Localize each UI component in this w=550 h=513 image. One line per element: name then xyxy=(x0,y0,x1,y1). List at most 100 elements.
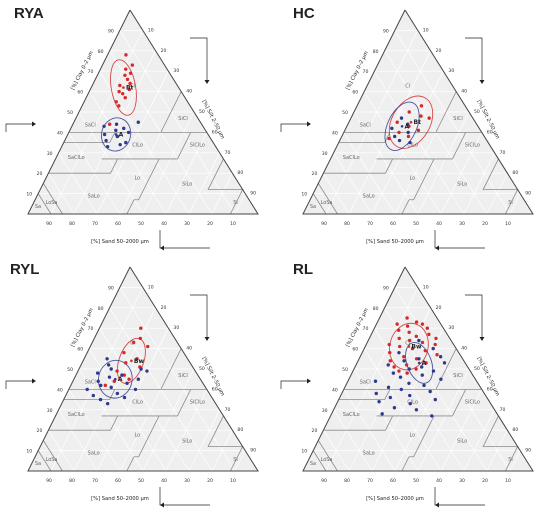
class-boundary xyxy=(435,348,457,390)
data-point xyxy=(114,100,119,104)
class-label: Si xyxy=(233,200,238,206)
data-point xyxy=(428,389,432,394)
class-label: SiLo xyxy=(182,438,192,444)
data-point xyxy=(433,342,437,347)
silt-tick-label: 70 xyxy=(500,407,506,413)
data-point xyxy=(402,359,406,363)
class-boundary xyxy=(207,158,244,215)
data-point xyxy=(127,87,132,92)
grid-line xyxy=(48,430,75,472)
data-point xyxy=(396,328,401,332)
grid-line xyxy=(50,30,144,215)
confidence-ellipse xyxy=(405,342,434,384)
data-point xyxy=(122,126,126,131)
class-label: SiClLo xyxy=(190,400,205,406)
class-boundary xyxy=(317,440,338,472)
data-point xyxy=(374,391,378,396)
data-point xyxy=(408,140,412,145)
ternary-chart-rya: 10 10 10 20 20 20 30 30 30 40 40 40 50 50 50 60 60 60 70 70… xyxy=(5,9,259,251)
silt-tick-label: 60 xyxy=(487,386,493,392)
class-label: Lo xyxy=(134,175,140,181)
class-label: SiCl xyxy=(453,373,462,379)
data-point xyxy=(395,322,399,326)
silt-tick-label: 10 xyxy=(423,27,429,33)
sand-tick-label: 60 xyxy=(115,221,121,227)
class-label: Si xyxy=(508,457,513,463)
data-point xyxy=(117,104,121,108)
clay-tick-label: 10 xyxy=(26,192,32,198)
sand-tick-label: 40 xyxy=(161,221,167,227)
data-point xyxy=(387,136,391,141)
panel-title: RL xyxy=(293,261,313,278)
sand-tick-label: 20 xyxy=(482,478,488,484)
data-point xyxy=(131,340,136,345)
class-label: LoSa xyxy=(46,200,58,206)
clay-tick-label: 70 xyxy=(88,69,94,75)
silt-tick-label: 60 xyxy=(212,386,218,392)
data-point xyxy=(420,373,424,377)
grid-line xyxy=(88,91,167,215)
class-label: Lo xyxy=(409,432,415,438)
triangle-outline xyxy=(27,9,259,215)
clay-tick-label: 50 xyxy=(342,367,348,373)
panel-title: RYL xyxy=(10,261,40,278)
class-label: SiCl xyxy=(178,373,187,379)
data-point xyxy=(406,130,410,135)
class-boundary xyxy=(482,158,519,215)
clay-tick-label: 50 xyxy=(342,110,348,116)
data-point xyxy=(397,350,401,355)
data-point xyxy=(114,128,118,133)
clay-tick-label: 70 xyxy=(363,326,369,332)
silt-tick-label: 40 xyxy=(186,89,192,95)
silt-tick-label: 60 xyxy=(212,129,218,135)
silt-tick-label: 50 xyxy=(474,109,480,115)
class-boundary xyxy=(63,389,116,401)
data-point xyxy=(399,116,404,120)
grid-line xyxy=(363,91,442,215)
grid-line xyxy=(323,430,350,472)
data-point xyxy=(420,340,425,345)
confidence-ellipse xyxy=(384,101,420,151)
centroid-marker xyxy=(407,345,411,348)
data-point xyxy=(91,393,96,398)
class-label: Si xyxy=(508,200,513,206)
data-point xyxy=(391,371,396,375)
class-label: SaLo xyxy=(88,451,100,457)
series-label: A xyxy=(118,376,123,383)
centroid-marker xyxy=(114,133,118,136)
data-point xyxy=(373,379,378,383)
data-point xyxy=(122,350,126,355)
class-boundary xyxy=(134,158,160,201)
class-boundary xyxy=(101,132,192,160)
data-point xyxy=(407,381,411,385)
panel-rya: RYA 10 10 10 20 20 20 30 30 30 40 40 40 50 50 50 60 60 60… xyxy=(0,0,275,256)
data-point xyxy=(107,122,112,126)
sand-axis-arrow-head xyxy=(160,245,164,251)
class-boundary xyxy=(160,91,182,133)
data-point xyxy=(102,124,106,128)
silt-tick-label: 10 xyxy=(423,284,429,290)
class-boundary xyxy=(409,158,435,201)
sand-axis-arrow-head xyxy=(435,245,439,251)
data-point xyxy=(419,114,423,118)
silt-tick-label: 30 xyxy=(173,325,179,331)
clay-tick-label: 60 xyxy=(77,90,83,96)
data-point xyxy=(117,89,121,94)
data-point xyxy=(114,122,119,126)
grid-line xyxy=(371,328,444,472)
clay-axis-arrow xyxy=(280,380,307,389)
data-point xyxy=(392,406,397,410)
data-point xyxy=(127,377,131,381)
class-boundary xyxy=(42,183,63,215)
grid-line xyxy=(509,193,521,215)
sand-axis-arrow xyxy=(159,487,210,506)
grid-line xyxy=(463,152,495,215)
triangle-outline xyxy=(302,9,534,215)
triangle-outline xyxy=(302,266,534,472)
sand-axis-title: [%] Sand 50–2000 μm xyxy=(91,496,149,502)
confidence-ellipse xyxy=(100,117,132,152)
clay-axis-arrow xyxy=(5,123,32,132)
clay-tick-label: 70 xyxy=(88,326,94,332)
sand-tick-label: 30 xyxy=(184,221,190,227)
data-point xyxy=(120,91,125,96)
